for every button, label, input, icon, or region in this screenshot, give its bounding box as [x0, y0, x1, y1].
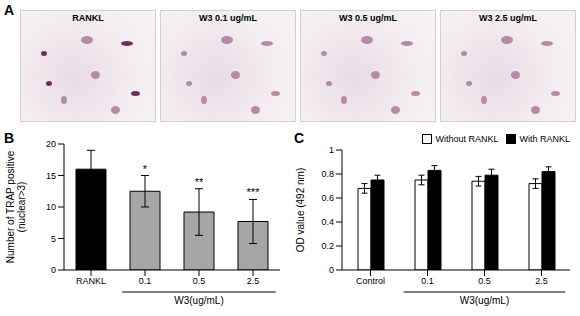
- svg-text:0.5: 0.5: [193, 276, 206, 286]
- html-text:W3 0.1 ug/mL: W3 0.1 ug/mL: [199, 13, 257, 23]
- svg-text:1: 1: [329, 145, 334, 155]
- html-text:W3 0.5 ug/mL: W3 0.5 ug/mL: [339, 13, 397, 23]
- svg-text:0.1: 0.1: [139, 276, 152, 286]
- svg-text:(nuclear>3): (nuclear>3): [16, 182, 27, 233]
- svg-text:W3(ug/mL): W3(ug/mL): [174, 295, 223, 306]
- svg-text:0.6: 0.6: [321, 193, 334, 203]
- svg-text:15: 15: [46, 171, 56, 181]
- html-text:B: B: [4, 130, 15, 146]
- svg-text:0: 0: [51, 265, 56, 275]
- svg-text:RANKL: RANKL: [76, 276, 106, 286]
- html-text:W3 2.5 ug/mL: W3 2.5 ug/mL: [479, 13, 537, 23]
- svg-text:***: ***: [247, 186, 261, 198]
- html-text:With RANKL: With RANKL: [519, 134, 570, 144]
- svg-text:5: 5: [51, 234, 56, 244]
- svg-text:W3(ug/mL): W3(ug/mL): [460, 295, 509, 306]
- svg-text:10: 10: [46, 202, 56, 212]
- svg-text:OD value (492 nm): OD value (492 nm): [295, 168, 306, 252]
- svg-text:20: 20: [46, 139, 56, 149]
- svg-text:0.8: 0.8: [321, 169, 334, 179]
- svg-text:**: **: [195, 176, 204, 188]
- svg-text:0: 0: [329, 265, 334, 275]
- svg-text:0.2: 0.2: [321, 241, 334, 251]
- html-text:A: A: [4, 2, 15, 18]
- svg-text:0.5: 0.5: [478, 276, 491, 286]
- svg-text:*: *: [143, 163, 148, 175]
- html-text:RANKL: RANKL: [72, 13, 104, 23]
- svg-text:Number of TRAP positive: Number of TRAP positive: [5, 150, 16, 263]
- svg-text:0.4: 0.4: [321, 217, 334, 227]
- svg-text:2.5: 2.5: [247, 276, 260, 286]
- html-text:C: C: [294, 130, 305, 146]
- html-text:Without RANKL: Without RANKL: [435, 134, 499, 144]
- svg-text:0.1: 0.1: [421, 276, 434, 286]
- svg-text:2.5: 2.5: [535, 276, 548, 286]
- svg-text:Control: Control: [356, 276, 385, 286]
